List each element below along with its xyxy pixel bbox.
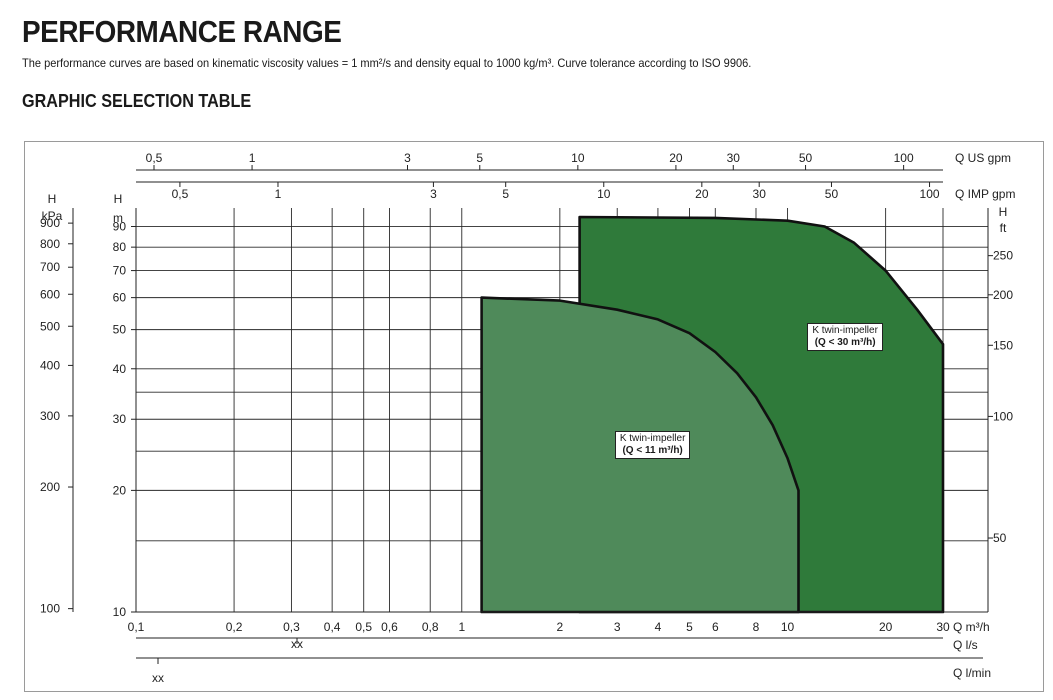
tick-label-qm3h: 0,3 — [283, 620, 300, 634]
tick-label-kpa: 900 — [40, 216, 60, 230]
tick-label-usgpm: 100 — [894, 151, 914, 165]
tick-label-ft: 50 — [993, 531, 1007, 545]
tick-label-qm3h: 0,5 — [355, 620, 372, 634]
tick-label-kpa: 400 — [40, 358, 60, 372]
axis-lmin-label: Q l/min — [953, 666, 991, 680]
tick-label-qm3h: 2 — [557, 620, 564, 634]
tick-label-qm3h: 5 — [686, 620, 693, 634]
tick-label-impgpm: 5 — [502, 187, 509, 201]
tick-label-impgpm: 100 — [920, 187, 940, 201]
series-label-large-line1: K twin-impeller — [812, 324, 878, 336]
axis-ft-label-unit: ft — [1000, 221, 1007, 235]
axis-qm3h-label: Q m³/h — [953, 620, 990, 634]
tick-label-qm3h: 0,8 — [422, 620, 439, 634]
chart-areas — [480, 215, 945, 614]
series-label-large-line2: (Q < 30 m³/h) — [814, 336, 876, 348]
tick-label-qm3h: 4 — [655, 620, 662, 634]
tick-label-kpa: 100 — [40, 602, 60, 616]
axis-ls-label: Q l/s — [953, 638, 978, 652]
tick-label-kpa: 300 — [40, 409, 60, 423]
tick-label-qm3h: 6 — [712, 620, 719, 634]
tick-label-impgpm: 0,5 — [172, 187, 189, 201]
tick-label-qm3h: 20 — [879, 620, 893, 634]
tick-label-usgpm: 1 — [249, 151, 256, 165]
tick-label-impgpm: 20 — [695, 187, 709, 201]
tick-label-m: 70 — [113, 264, 127, 278]
tick-label-qm3h: 10 — [781, 620, 795, 634]
tick-label-m: 90 — [113, 219, 127, 233]
tick-label-m: 10 — [113, 605, 127, 619]
tick-label-usgpm: 20 — [669, 151, 683, 165]
page-description: The performance curves are based on kine… — [22, 56, 752, 70]
tick-label-usgpm: 0,5 — [146, 151, 163, 165]
tick-label-impgpm: 30 — [753, 187, 767, 201]
axis-kpa-label-h: H — [48, 192, 57, 206]
tick-label-usgpm: 50 — [799, 151, 813, 165]
tick-label-ls: xx — [291, 637, 303, 651]
series-label-small-line2: (Q < 11 m³/h) — [622, 445, 683, 457]
tick-label-m: 40 — [113, 362, 127, 376]
tick-label-ft: 250 — [993, 249, 1013, 263]
tick-label-qm3h: 0,2 — [226, 620, 243, 634]
tick-label-m: 60 — [113, 291, 127, 305]
axis-ft-label-h: H — [999, 205, 1008, 219]
tick-label-impgpm: 10 — [597, 187, 611, 201]
tick-label-kpa: 500 — [40, 319, 60, 333]
axis-kpa-label-unit: kPa — [42, 209, 63, 223]
tick-label-kpa: 600 — [40, 287, 60, 301]
tick-label-usgpm: 3 — [404, 151, 411, 165]
tick-label-qm3h: 3 — [614, 620, 621, 634]
page-title: PERFORMANCE RANGE — [22, 14, 342, 49]
tick-label-lmin: xx — [152, 671, 164, 685]
tick-label-qm3h: 0,1 — [128, 620, 145, 634]
tick-label-m: 20 — [113, 483, 127, 497]
section-subtitle: GRAPHIC SELECTION TABLE — [22, 91, 252, 111]
tick-label-qm3h: 0,6 — [381, 620, 398, 634]
chart-frame — [24, 141, 1044, 692]
tick-label-m: 80 — [113, 240, 127, 254]
series-label-small-line1: K twin-impeller — [619, 433, 686, 445]
tick-label-usgpm: 10 — [571, 151, 585, 165]
tick-label-kpa: 800 — [40, 237, 60, 251]
tick-label-impgpm: 1 — [275, 187, 282, 201]
tick-label-impgpm: 50 — [825, 187, 839, 201]
tick-label-qm3h: 8 — [753, 620, 760, 634]
tick-label-usgpm: 5 — [476, 151, 483, 165]
tick-label-ft: 100 — [993, 409, 1013, 423]
axis-m-label-unit: m — [113, 211, 123, 225]
tick-label-qm3h: 30 — [936, 620, 950, 634]
series-label-small: K twin-impeller (Q < 11 m³/h) — [614, 431, 691, 460]
tick-label-ft: 150 — [993, 338, 1013, 352]
axis-usgpm-label: Q US gpm — [955, 151, 1011, 165]
axis-impgpm-label: Q IMP gpm — [955, 187, 1015, 201]
tick-label-qm3h: 1 — [458, 620, 465, 634]
tick-label-m: 50 — [113, 323, 127, 337]
tick-label-kpa: 700 — [40, 260, 60, 274]
tick-label-usgpm: 30 — [727, 151, 741, 165]
tick-label-impgpm: 3 — [430, 187, 437, 201]
tick-label-ft: 200 — [993, 288, 1013, 302]
tick-label-m: 30 — [113, 412, 127, 426]
chart-axes — [72, 169, 989, 659]
series-label-large: K twin-impeller (Q < 30 m³/h) — [807, 322, 883, 351]
tick-label-qm3h: 0,4 — [324, 620, 341, 634]
axis-m-label-h: H — [114, 192, 123, 206]
tick-label-kpa: 200 — [40, 480, 60, 494]
